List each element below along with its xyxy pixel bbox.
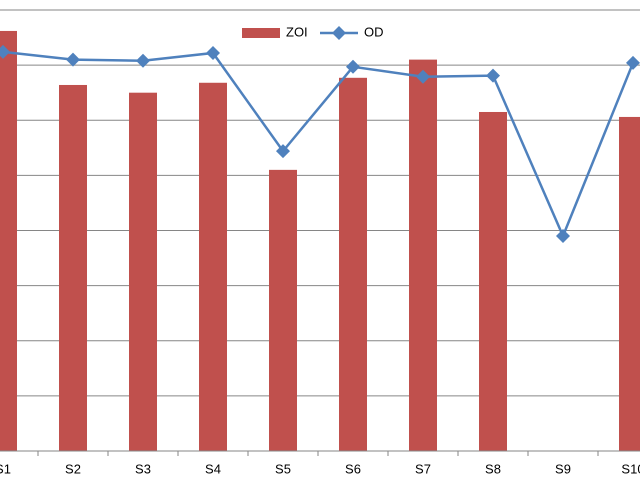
x-tick-label: S10 [621,461,640,476]
marker [66,52,80,67]
bar [0,30,17,451]
x-tick-label: S2 [65,461,81,476]
marker [416,69,430,84]
x-tick-label: S9 [555,461,571,476]
bar [479,111,507,451]
x-tick-label: S7 [415,461,431,476]
legend-label: ZOI [286,24,308,39]
x-tick-label: S8 [485,461,501,476]
legend-label: OD [364,24,384,39]
marker [206,45,220,60]
bar [619,116,640,451]
bar [199,82,227,451]
marker [136,53,150,68]
bar [59,84,87,451]
bar [269,169,297,452]
x-tick-label: S6 [345,461,361,476]
bar [409,59,437,452]
line [2,50,635,240]
bar [129,92,157,451]
marker [626,55,640,70]
legend-swatch [242,28,280,38]
marker [276,144,290,159]
x-tick-label: S5 [275,461,291,476]
marker [556,229,570,244]
marker [346,59,360,74]
marker [0,44,10,59]
x-tick-label: S1 [0,461,11,476]
legend-marker [332,26,346,40]
x-tick-label: S3 [135,461,151,476]
x-tick-label: S4 [205,461,221,476]
marker [486,68,500,83]
bar [339,77,367,452]
